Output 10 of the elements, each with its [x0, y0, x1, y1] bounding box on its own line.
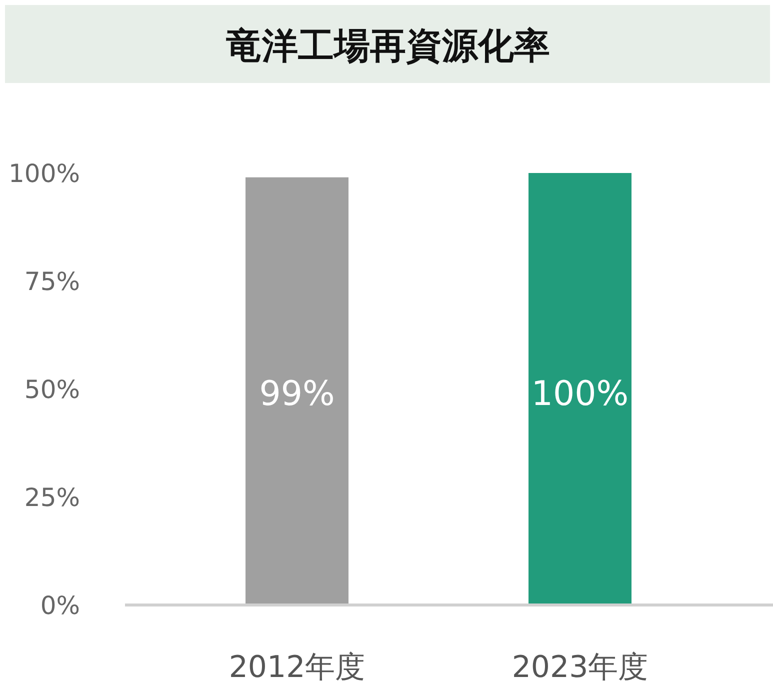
data-label: 99%: [259, 374, 335, 414]
chart-title: 竜洋工場再資源化率: [226, 26, 550, 67]
y-tick-label: 0%: [40, 591, 80, 620]
y-tick-label: 25%: [24, 483, 80, 512]
data-label: 100%: [531, 374, 629, 414]
y-tick-label: 50%: [24, 375, 80, 404]
y-tick-label: 75%: [24, 267, 80, 296]
x-tick-label: 2023年度: [512, 650, 648, 685]
y-tick-label: 100%: [8, 159, 80, 188]
x-tick-label: 2012年度: [228, 650, 366, 685]
